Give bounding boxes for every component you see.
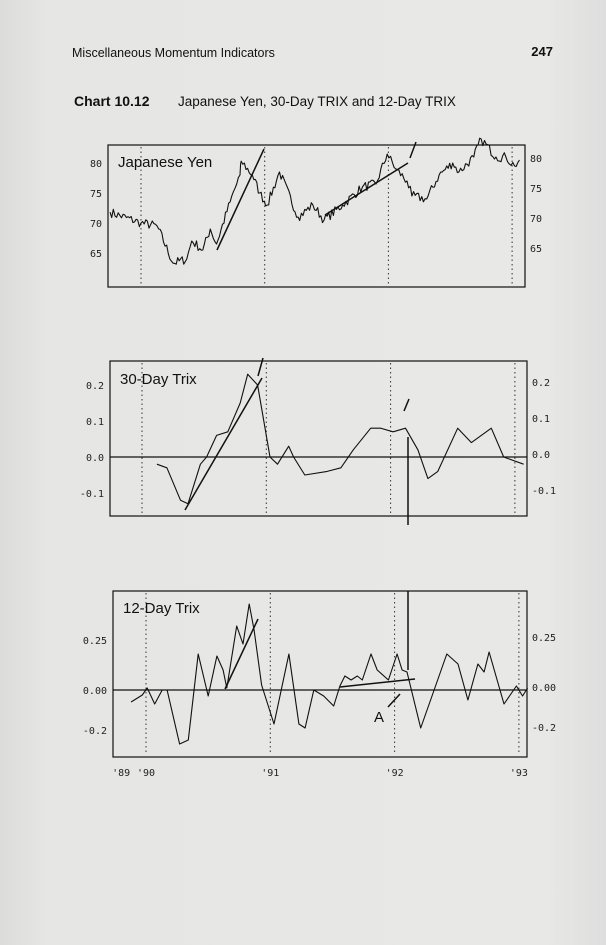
plot-frame [112, 590, 528, 758]
trix-30-day-panel: 30-Day Trix 0.2 0.2 0.1 0.1 0.0 0.0 -0.1 -0.1 [80, 360, 556, 517]
y-tick-label-right: 80 [530, 154, 542, 165]
y-tick-label-left: 70 [90, 219, 102, 230]
y-tick-label-left: 0.1 [86, 417, 104, 428]
yen-break-arrow [409, 141, 417, 159]
chart-caption-text: Japanese Yen, 30-Day TRIX and 12-Day TRI… [178, 94, 456, 109]
x-tick-label: '92 [386, 768, 404, 779]
y-tick-label-right: -0.1 [532, 486, 556, 497]
y-tick-label-right: -0.2 [532, 723, 556, 734]
y-tick-label-left: 0.25 [83, 636, 107, 647]
trix12-trendline-1 [224, 618, 259, 690]
series-line-trix-12 [130, 603, 529, 745]
trix30-peak-arrow [257, 357, 264, 377]
y-tick-label-left: -0.1 [80, 489, 104, 500]
running-head: Miscellaneous Momentum Indicators [72, 46, 275, 60]
x-tick-label: '91 [261, 768, 279, 779]
japanese-yen-panel: Japanese Yen 80 80 75 75 70 70 65 65 [90, 137, 542, 288]
y-tick-label-left: 75 [90, 189, 102, 200]
y-tick-label-left: 0.0 [86, 453, 104, 464]
annotation-a-label: A [374, 709, 384, 726]
panel-title: Japanese Yen [118, 154, 212, 171]
y-tick-label-right: 0.1 [532, 414, 550, 425]
yen-trendline-1 [216, 148, 265, 251]
y-tick-label-right: 75 [530, 184, 542, 195]
panel-title: 12-Day Trix [123, 600, 200, 617]
x-tick-label: '93 [510, 768, 528, 779]
series-line-trix-30 [156, 373, 524, 505]
trix30-second-peak-arrow [403, 398, 410, 412]
y-tick-label-right: 70 [530, 214, 542, 225]
y-tick-label-left: 80 [90, 159, 102, 170]
series-line-japanese-yen [109, 137, 520, 265]
annotations: A [184, 141, 417, 726]
plot-frame [107, 144, 526, 288]
y-tick-label-left: -0.2 [83, 726, 107, 737]
chart-caption-label: Chart 10.12 [74, 93, 150, 109]
y-tick-label-left: 0.00 [83, 686, 107, 697]
y-tick-label-right: 0.25 [532, 633, 556, 644]
trix30-trendline [184, 377, 263, 511]
y-tick-label-right: 0.2 [532, 378, 550, 389]
x-tick-label: '90 [137, 768, 155, 779]
y-tick-label-right: 0.00 [532, 683, 556, 694]
page-number: 247 [531, 44, 553, 59]
x-tick-label: '89 [112, 768, 130, 779]
trix-12-day-panel: 12-Day Trix 0.25 0.25 0.00 0.00 -0.2 -0.2 '89 '9… [83, 590, 556, 779]
y-tick-label-right: 65 [530, 244, 542, 255]
yen-trendline-2 [324, 162, 409, 216]
y-tick-label-left: 65 [90, 249, 102, 260]
trix12-trendline-2 [339, 678, 416, 688]
panel-title: 30-Day Trix [120, 371, 197, 388]
y-tick-label-right: 0.0 [532, 450, 550, 461]
y-tick-label-left: 0.2 [86, 381, 104, 392]
trix12-a-pointer [387, 693, 401, 708]
plot-frame [109, 360, 528, 517]
